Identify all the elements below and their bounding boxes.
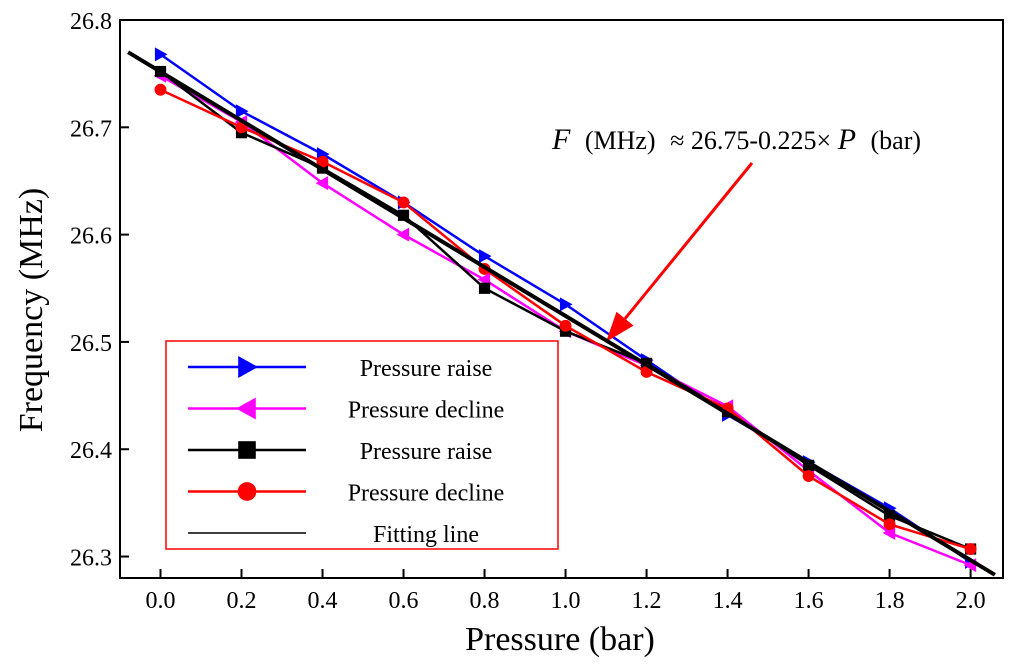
annotation-arrow-head xyxy=(606,311,634,342)
y-tick-label: 26.6 xyxy=(70,224,112,250)
legend-label: Pressure raise xyxy=(360,356,493,382)
x-tick-label: 2.0 xyxy=(956,588,986,614)
plot-frame xyxy=(119,19,1004,579)
legend-item: Pressure decline xyxy=(188,481,504,507)
y-tick-label: 26.3 xyxy=(70,546,112,572)
fitting-line-layer xyxy=(127,50,996,577)
y-tick-label: 26.7 xyxy=(70,116,112,142)
data-point xyxy=(315,176,329,191)
legend-label: Fitting line xyxy=(373,522,479,548)
y-tick-label: 26.4 xyxy=(70,438,112,464)
plot-border xyxy=(119,19,1004,579)
data-point xyxy=(235,104,249,119)
equation-bar: (bar) xyxy=(871,126,922,155)
equation-F: F xyxy=(551,123,571,156)
y-axis-ticks: 26.3 26.4 26.5 26.6 26.7 26.8 xyxy=(70,9,129,572)
legend-swatch-marker xyxy=(237,482,257,501)
legend-swatch-marker xyxy=(236,397,256,420)
x-tick-label: 1.8 xyxy=(875,588,905,614)
x-tick-label: 0.2 xyxy=(227,588,257,614)
legend-item: Fitting line xyxy=(188,522,479,548)
legend-item: Pressure raise xyxy=(188,439,492,465)
y-tick-label: 26.5 xyxy=(70,331,112,357)
x-tick-label: 1.2 xyxy=(632,588,662,614)
legend-label: Pressure raise xyxy=(360,439,493,465)
legend-label: Pressure decline xyxy=(348,481,505,507)
fitting-line xyxy=(127,50,996,577)
x-tick-label: 1.0 xyxy=(551,588,581,614)
equation-annotation: F (MHz) ≈ 26.75-0.225× P (bar) xyxy=(551,123,921,156)
legend-item: Pressure decline xyxy=(188,397,505,424)
data-point xyxy=(559,319,572,332)
x-axis-label: Pressure (bar) xyxy=(465,621,655,658)
x-tick-label: 0.4 xyxy=(308,588,338,614)
data-point xyxy=(883,518,896,531)
equation-body: ≈ 26.75-0.225× xyxy=(670,126,831,155)
data-point xyxy=(397,196,410,209)
data-point xyxy=(154,83,167,96)
legend-label: Pressure decline xyxy=(348,398,505,424)
x-tick-label: 1.4 xyxy=(713,588,743,614)
data-point xyxy=(478,282,491,294)
data-point xyxy=(396,227,410,242)
annotation-arrow-shaft xyxy=(623,162,754,320)
legend-box xyxy=(165,340,559,550)
y-axis-label: Frequency (MHz) xyxy=(13,188,50,433)
data-point xyxy=(154,47,168,62)
data-point xyxy=(883,510,896,522)
x-tick-label: 0.6 xyxy=(389,588,419,614)
legend: Pressure raise Pressure decline Pressure r… xyxy=(165,340,559,550)
data-point xyxy=(397,209,410,221)
legend-swatch-marker xyxy=(238,356,258,378)
equation-P: P xyxy=(837,123,856,156)
data-point xyxy=(640,366,653,378)
y-tick-label: 26.8 xyxy=(70,9,112,35)
legend-swatch-marker xyxy=(238,441,256,459)
x-tick-label: 0.8 xyxy=(470,588,500,614)
data-point xyxy=(964,543,977,555)
x-tick-label: 0.0 xyxy=(146,588,176,614)
x-tick-label: 1.6 xyxy=(794,588,824,614)
x-axis-ticks: 0.0 0.2 0.4 0.6 0.8 1.0 1.2 1.4 1.6 1.8 2.0 xyxy=(146,569,986,614)
data-point xyxy=(478,249,492,264)
data-point xyxy=(316,155,329,168)
equation-mhz: (MHz) xyxy=(585,126,656,155)
data-point xyxy=(802,459,815,471)
data-point xyxy=(802,470,815,483)
data-point xyxy=(559,297,573,312)
legend-item: Pressure raise xyxy=(188,356,492,382)
series-4 xyxy=(154,83,977,555)
annotation: F (MHz) ≈ 26.75-0.225× P (bar) xyxy=(551,123,921,342)
